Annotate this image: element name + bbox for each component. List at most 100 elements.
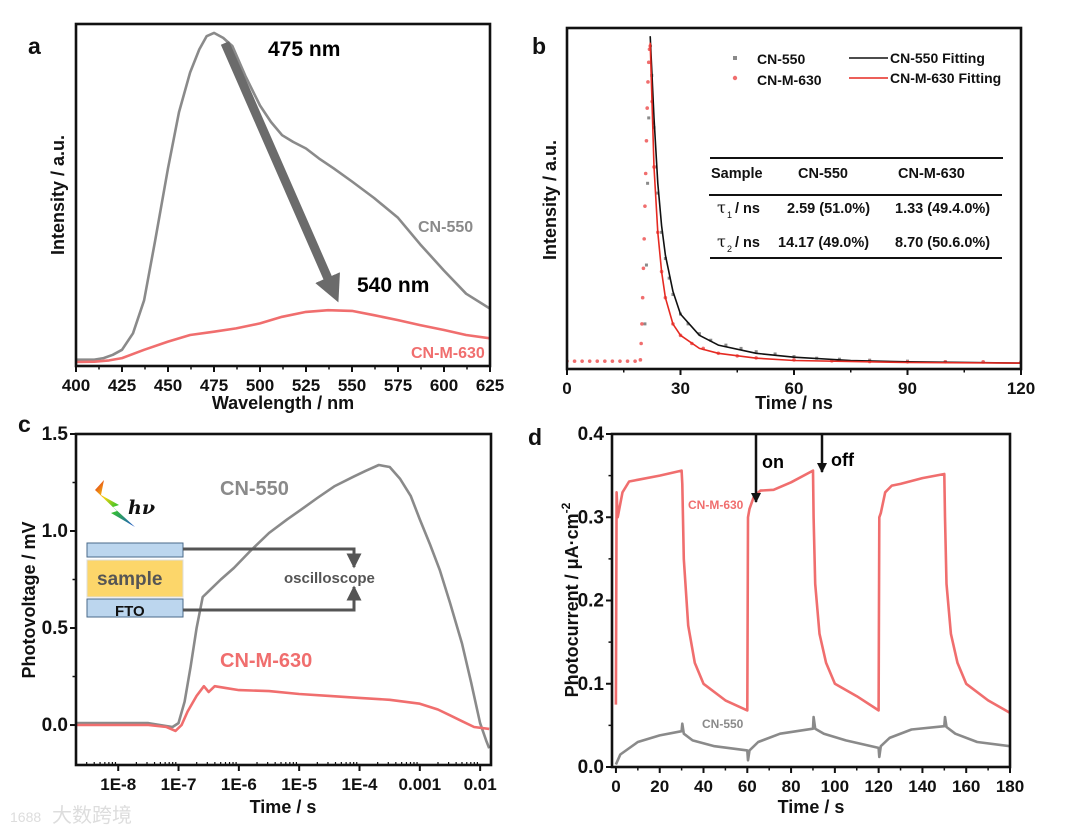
- label-cnm630: CN-M-630: [411, 345, 485, 362]
- x-tick-label: 80: [782, 777, 801, 796]
- tau-subscript: 2: [727, 244, 732, 254]
- table-cell-cn550: 14.17 (49.0%): [778, 235, 869, 251]
- tau-unit: / ns: [735, 235, 760, 251]
- shift-arrow: [220, 41, 340, 303]
- peak-label-540: 540 nm: [357, 274, 429, 297]
- table-cell-cn550: 2.59 (51.0%): [787, 201, 870, 217]
- data-point-cn-m-630: [595, 359, 600, 363]
- panel-c-transient-photovoltage: c 1E-8 1E-7 1E-6 1E-5 1E-4 0.001 0.01 0.0 0.5 1.0…: [18, 411, 497, 817]
- light-label: hν: [128, 497, 155, 519]
- y-axis-title: Photocurrent / μA·cm-2: [559, 502, 582, 697]
- data-point-cn-550: [671, 292, 675, 296]
- data-point-cn-m-630: [641, 266, 646, 271]
- data-point-cn-m-630: [618, 359, 622, 363]
- x-axis-title: Time / s: [250, 797, 317, 817]
- legend-label-cn550: CN-550: [757, 51, 805, 67]
- data-point-cn-550: [709, 338, 713, 342]
- data-point-cn-m-630: [587, 359, 592, 363]
- x-axis-title: Wavelength / nm: [212, 393, 354, 413]
- legend-marker-cnm630: [732, 75, 738, 81]
- data-point-cn-550: [644, 263, 648, 267]
- y-axis-title: Photovoltage / mV: [19, 521, 39, 678]
- data-series: [614, 469, 1010, 766]
- watermark: 1688 大数跨境: [10, 804, 132, 827]
- data-series: [76, 463, 491, 749]
- data-point-cn-m-630: [639, 341, 643, 346]
- series-line-cn-550: [614, 715, 1010, 766]
- data-point-cn-550: [667, 276, 671, 280]
- data-point-cn-550: [660, 230, 664, 234]
- data-point-cn-m-630: [603, 359, 607, 363]
- y-tick-label: 0.2: [578, 591, 604, 612]
- x-tick-label: 1E-5: [281, 775, 317, 794]
- x-tick-label: 60: [785, 379, 804, 398]
- x-tick-label: 30: [671, 379, 690, 398]
- plot-frame: [610, 432, 1012, 769]
- fto-layer: [86, 598, 184, 618]
- label-cn550: CN-550: [702, 717, 744, 731]
- tau-subscript: 1: [727, 210, 732, 220]
- data-point-cn-m-630: [640, 295, 645, 300]
- legend-marker-cn550: [733, 56, 737, 60]
- y-axis-title: Intensity / a.u.: [540, 140, 560, 260]
- y-axis-title-superscript: -2: [559, 502, 573, 513]
- legend-label-cn550-fit: CN-550 Fitting: [890, 50, 985, 66]
- sample-label: sample: [97, 569, 162, 590]
- x-tick-label: 0: [611, 777, 620, 796]
- sample-layer: [86, 559, 184, 598]
- off-label: off: [831, 450, 855, 470]
- data-point-cn-m-630: [643, 204, 647, 208]
- series-line-cn-550-fitting: [649, 36, 1021, 364]
- x-tick-label: 100: [821, 777, 849, 796]
- data-point-cn-550: [773, 352, 777, 356]
- x-tick-label: 500: [246, 376, 274, 395]
- label-cn550: CN-550: [220, 478, 289, 500]
- panel-letter-d: d: [528, 424, 542, 450]
- x-tick-label: 90: [898, 379, 917, 398]
- measurement-setup-inset: hν sample FTO oscilloscope: [86, 480, 375, 620]
- x-tick-label: 160: [952, 777, 980, 796]
- x-tick-label: 625: [476, 376, 504, 395]
- data-point-cn-550: [686, 322, 690, 326]
- x-tick-label: 0.01: [464, 775, 497, 794]
- y-tick-label: 0.4: [578, 424, 605, 445]
- legend: CN-550 CN-M-630 CN-550 Fitting CN-M-630 …: [732, 50, 1001, 88]
- top-electrode: [86, 542, 184, 558]
- panel-b-plot: 0 30 60 90 120 Time / ns Intensity / a.u.: [540, 26, 1035, 413]
- x-tick-label: 475: [200, 376, 228, 395]
- x-axis-title: Time / ns: [755, 393, 833, 413]
- x-tick-label: 120: [864, 777, 892, 796]
- x-tick-label: 1E-7: [161, 775, 197, 794]
- data-point-cn-m-630: [572, 359, 577, 363]
- x-tick-label: 1E-6: [221, 775, 257, 794]
- data-point-cn-550: [654, 165, 658, 169]
- x-tick-label: 600: [430, 376, 458, 395]
- x-tick-label: 0.001: [399, 775, 442, 794]
- data-point-cn-m-630: [644, 138, 649, 143]
- x-tick-label: 40: [694, 777, 713, 796]
- x-tick-label: 400: [62, 376, 90, 395]
- data-point-cn-m-630: [638, 358, 643, 362]
- panel-d-photocurrent: d 0 20 40 60 80 100 120 140 160 180 0.0 0.1 0.2 0.3 0.…: [528, 424, 1024, 817]
- tau-symbol: τ: [717, 198, 726, 217]
- series-line-cn-m-630: [76, 684, 490, 733]
- table-row-tau2: τ 2 / ns 14.17 (49.0%) 8.70 (50.6.0%): [717, 232, 990, 254]
- lifetime-table: Sample CN-550 CN-M-630 τ 1 / ns 2.59 (51…: [709, 157, 1003, 259]
- x-tick-label: 60: [738, 777, 757, 796]
- data-point-cn-m-630: [645, 106, 650, 110]
- x-tick-label: 425: [108, 376, 136, 395]
- x-tick-label: 450: [154, 376, 182, 395]
- data-point-cn-550: [656, 191, 660, 195]
- x-tick-label: 525: [292, 376, 320, 395]
- y-tick-label: 0.3: [578, 507, 604, 528]
- label-cnm630: CN-M-630: [688, 498, 744, 512]
- tau-symbol: τ: [717, 232, 726, 251]
- wire-bottom: [183, 585, 362, 612]
- series-line-cn-550: [76, 31, 490, 362]
- data-point-cn-m-630: [625, 359, 630, 363]
- x-tick-label: 180: [996, 777, 1024, 796]
- data-series: [76, 31, 490, 364]
- data-point-cn-550: [643, 322, 647, 326]
- watermark-logo: 1688: [10, 809, 41, 825]
- label-cn550: CN-550: [418, 219, 473, 236]
